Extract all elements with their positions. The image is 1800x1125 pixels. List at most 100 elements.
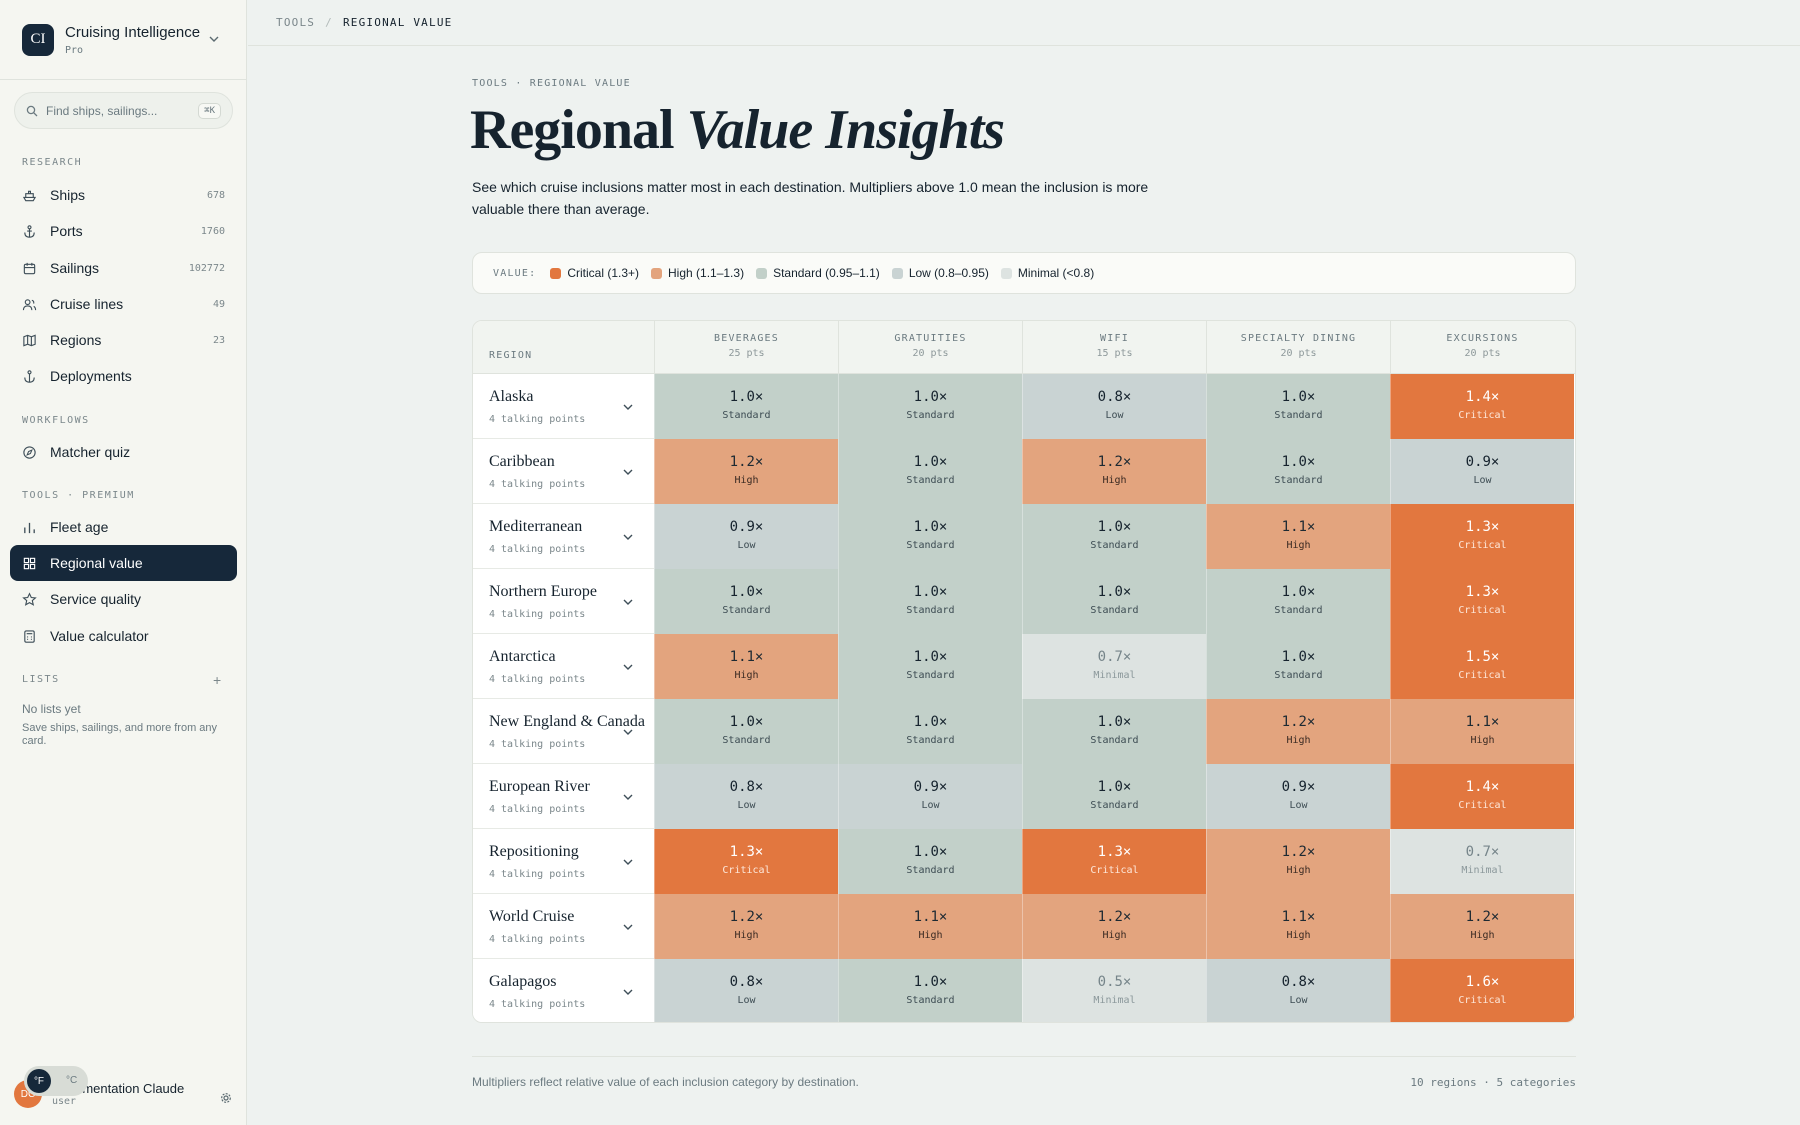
breadcrumb-tools[interactable]: TOOLS — [276, 16, 316, 29]
chevron-down-icon — [623, 729, 633, 735]
sidebar-item-label: Matcher quiz — [50, 444, 131, 460]
brand-name: Cruising Intelligence — [65, 23, 201, 41]
multiplier-value: 1.1× — [1281, 519, 1316, 535]
multiplier-value: 1.1× — [729, 649, 764, 665]
grid-icon — [23, 557, 36, 569]
breadcrumb: TOOLS / REGIONAL VALUE — [248, 0, 1800, 46]
sidebar-item-service-quality[interactable]: Service quality — [10, 581, 237, 617]
value-level: Critical — [1458, 605, 1507, 616]
sidebar-item-value-calculator[interactable]: Value calculator — [10, 618, 237, 654]
sidebar-item-matcher-quiz[interactable]: Matcher quiz — [10, 434, 237, 470]
value-cell: 1.2× High — [654, 439, 838, 504]
column-points: 20 pts — [1280, 348, 1317, 359]
region-row-toggle[interactable]: Antarctica 4 talking points — [473, 634, 654, 699]
sidebar-item-ports[interactable]: Ports 1760 — [10, 213, 237, 249]
value-cell: 1.0× Standard — [1022, 764, 1206, 829]
region-row-toggle[interactable]: Galapagos 4 talking points — [473, 959, 654, 1022]
value-level: Standard — [1274, 475, 1323, 486]
region-name: Galapagos — [489, 973, 557, 990]
multiplier-value: 1.1× — [913, 909, 948, 925]
value-cell: 0.9× Low — [838, 764, 1022, 829]
value-level: High — [1286, 735, 1311, 746]
multiplier-value: 0.7× — [1097, 649, 1132, 665]
region-row-toggle[interactable]: World Cruise 4 talking points — [473, 894, 654, 959]
region-name: Mediterranean — [489, 518, 583, 535]
region-row-toggle[interactable]: Alaska 4 talking points — [473, 374, 654, 439]
page-description: See which cruise inclusions matter most … — [472, 179, 1149, 217]
footer-summary: 10 regions · 5 categories — [1410, 1076, 1576, 1089]
column-name: BEVERAGES — [714, 333, 779, 344]
value-level: Standard — [906, 475, 955, 486]
region-row-toggle[interactable]: European River 4 talking points — [473, 764, 654, 829]
value-level: Standard — [906, 735, 955, 746]
brand-logo: CI — [22, 23, 54, 56]
calculator-icon — [24, 629, 35, 643]
lists-empty-title: No lists yet — [22, 702, 81, 716]
multiplier-value: 1.3× — [1465, 519, 1500, 535]
value-level: Standard — [1090, 800, 1139, 811]
sidebar-item-deployments[interactable]: Deployments — [10, 358, 237, 394]
value-cell: 1.1× High — [1206, 894, 1390, 959]
region-row-toggle[interactable]: Caribbean 4 talking points — [473, 439, 654, 504]
column-header: GRATUITIES 20 pts — [838, 321, 1022, 374]
sidebar-item-fleet-age[interactable]: Fleet age — [10, 509, 237, 545]
legend-label: VALUE: — [493, 267, 537, 279]
sidebar-item-count: 678 — [206, 189, 225, 201]
sidebar-item-count: 1760 — [200, 225, 225, 237]
compass-icon — [23, 445, 36, 459]
value-cell: 1.0× Standard — [838, 634, 1022, 699]
settings-icon[interactable] — [220, 1092, 232, 1104]
value-level: Critical — [1458, 995, 1507, 1006]
chevron-down-icon — [623, 664, 633, 670]
region-row-toggle[interactable]: Northern Europe 4 talking points — [473, 569, 654, 634]
sidebar-item-count: 49 — [212, 298, 225, 310]
legend-item-standard: Standard (0.95–1.1) — [756, 266, 880, 280]
value-level: Low — [737, 995, 756, 1006]
multiplier-value: 1.0× — [913, 714, 948, 730]
workspace-switcher[interactable]: CI Cruising Intelligence Pro — [0, 0, 246, 80]
sidebar-item-label: Ports — [50, 223, 83, 239]
sidebar-item-ships[interactable]: Ships 678 — [10, 177, 237, 213]
value-cell: 1.3× Critical — [1390, 504, 1574, 569]
page-eyebrow: TOOLS · REGIONAL VALUE — [472, 78, 631, 89]
value-cell: 1.2× High — [1206, 829, 1390, 894]
anchor-icon — [24, 369, 35, 383]
breadcrumb-separator: / — [325, 16, 333, 29]
value-cell: 1.2× High — [1022, 894, 1206, 959]
sidebar-item-regional-value[interactable]: Regional value — [10, 545, 237, 581]
value-cell: 1.0× Standard — [1206, 439, 1390, 504]
sidebar-item-regions[interactable]: Regions 23 — [10, 322, 237, 358]
region-row-toggle[interactable]: Mediterranean 4 talking points — [473, 504, 654, 569]
value-cell: 1.0× Standard — [838, 439, 1022, 504]
region-row-toggle[interactable]: Repositioning 4 talking points — [473, 829, 654, 894]
value-level: Critical — [1458, 800, 1507, 811]
legend-item-label: Standard (0.95–1.1) — [773, 266, 880, 280]
value-level: High — [734, 670, 759, 681]
sidebar-item-label: Regions — [50, 332, 102, 348]
value-level: High — [734, 475, 759, 486]
value-level: Critical — [1458, 670, 1507, 681]
multiplier-value: 1.0× — [913, 454, 948, 470]
talking-points-count: 4 talking points — [489, 414, 586, 425]
sidebar-item-sailings[interactable]: Sailings 102772 — [10, 250, 237, 286]
search-input[interactable]: Find ships, sailings... ⌘K — [14, 92, 233, 129]
legend-swatch — [651, 267, 663, 279]
value-level: Standard — [906, 995, 955, 1006]
value-level: High — [1286, 865, 1311, 876]
talking-points-count: 4 talking points — [489, 999, 586, 1010]
value-cell: 1.0× Standard — [654, 374, 838, 439]
temperature-unit-toggle[interactable]: °F °C — [24, 1066, 88, 1096]
sidebar-item-cruise-lines[interactable]: Cruise lines 49 — [10, 286, 237, 322]
multiplier-value: 1.0× — [913, 519, 948, 535]
multiplier-value: 1.2× — [1097, 909, 1132, 925]
region-row-toggle[interactable]: New England & Canada 4 talking points — [473, 699, 654, 764]
value-cell: 0.5× Minimal — [1022, 959, 1206, 1022]
legend-item-label: High (1.1–1.3) — [668, 266, 745, 280]
legend-item-critical: Critical (1.3+) — [550, 266, 639, 280]
star-icon — [22, 591, 37, 606]
multiplier-value: 1.0× — [913, 389, 948, 405]
add-list-button[interactable]: + — [213, 672, 222, 688]
column-name: WIFI — [1100, 333, 1129, 344]
chevron-down-icon — [623, 534, 633, 540]
multiplier-value: 1.0× — [729, 389, 764, 405]
